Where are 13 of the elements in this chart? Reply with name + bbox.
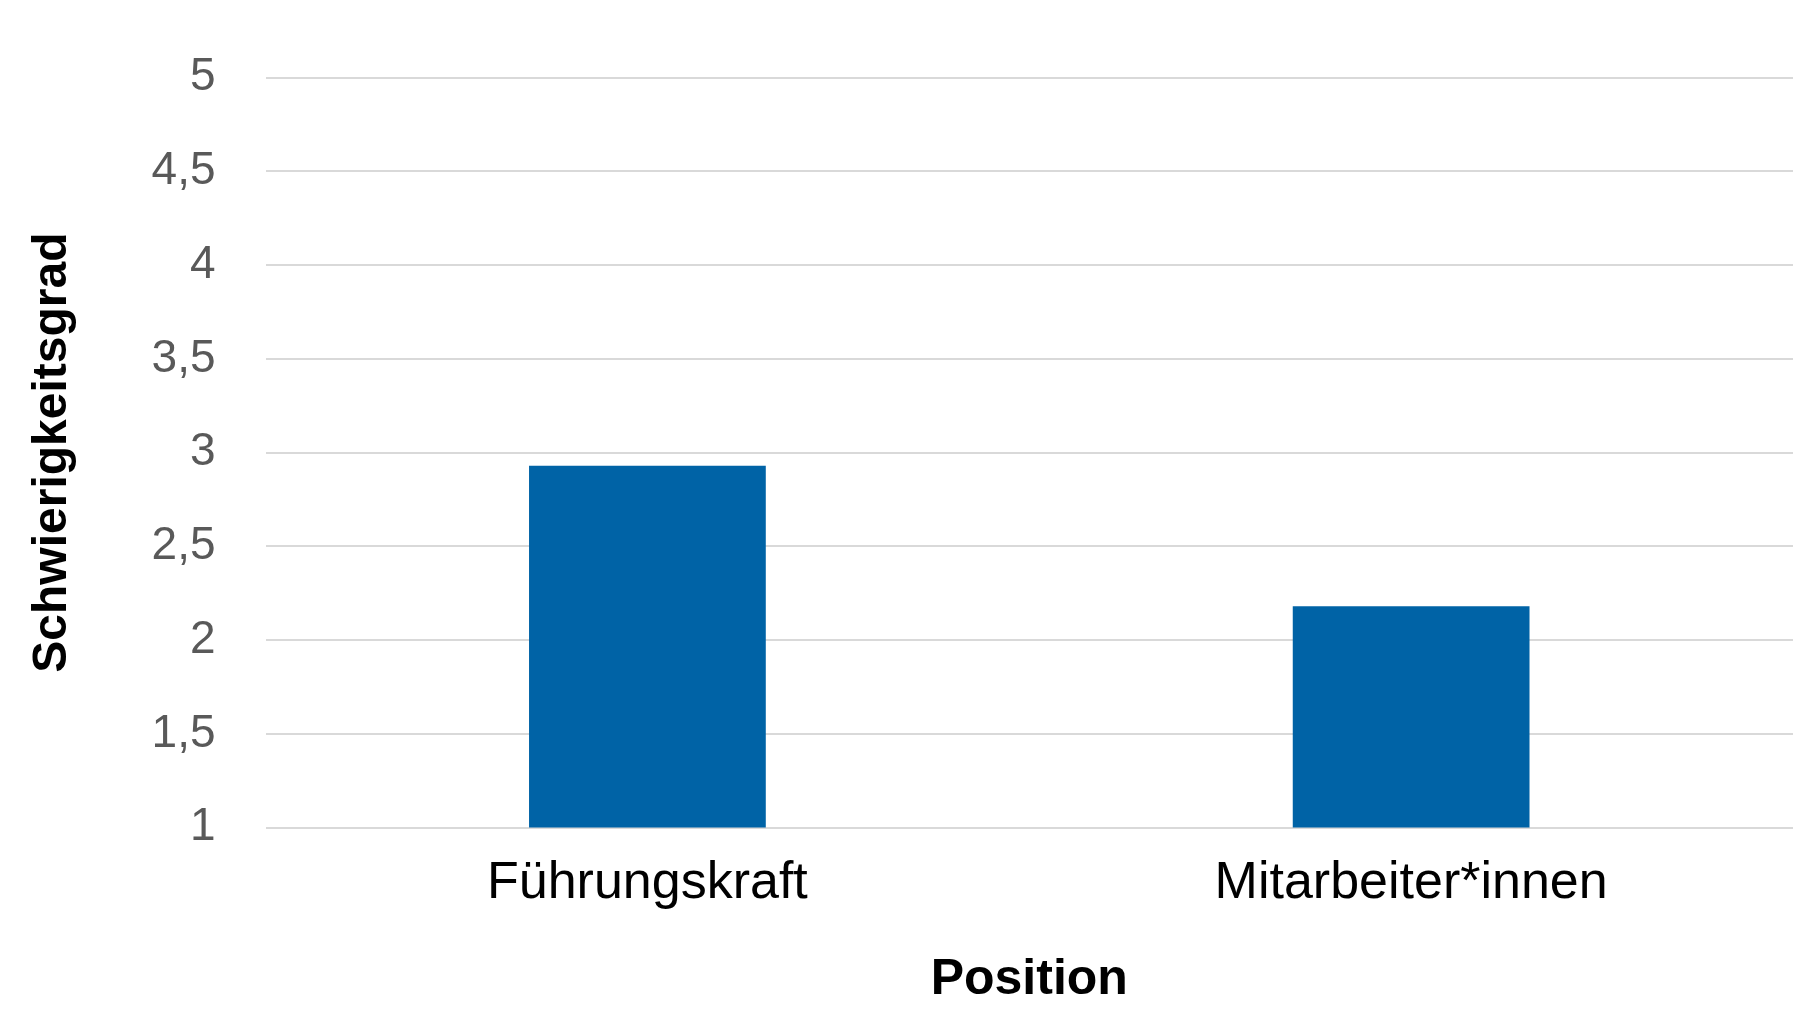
y-tick-label: 3,5 [151, 329, 216, 382]
y-tick-label: 4,5 [151, 142, 216, 195]
y-tick-label: 5 [189, 48, 216, 101]
y-tick-label: 1 [189, 798, 216, 851]
y-tick-label: 2 [189, 610, 216, 663]
x-tick-label: Mitarbeiter*innen [1214, 851, 1608, 910]
y-tick-label: 3 [189, 423, 216, 476]
x-axis-title: Position [930, 948, 1128, 1005]
y-axis-title: Schwierigkeitsgrad [23, 232, 77, 673]
y-tick-label: 1,5 [151, 704, 216, 757]
x-tick-label: Führungskraft [487, 851, 809, 910]
y-tick-label: 2,5 [151, 517, 216, 570]
y-tick-label: 4 [189, 235, 216, 288]
